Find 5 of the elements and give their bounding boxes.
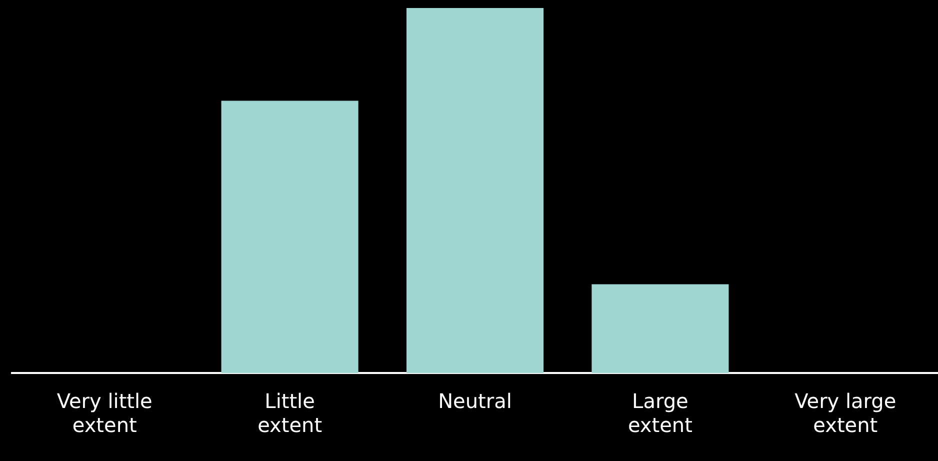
x-tick-label: Very large extent <box>794 389 896 438</box>
x-tick-label: Neutral <box>438 389 512 414</box>
x-tick-label: Large extent <box>628 389 693 438</box>
x-tick-label: Little extent <box>258 389 322 438</box>
x-tick-label: Very little extent <box>56 389 152 438</box>
